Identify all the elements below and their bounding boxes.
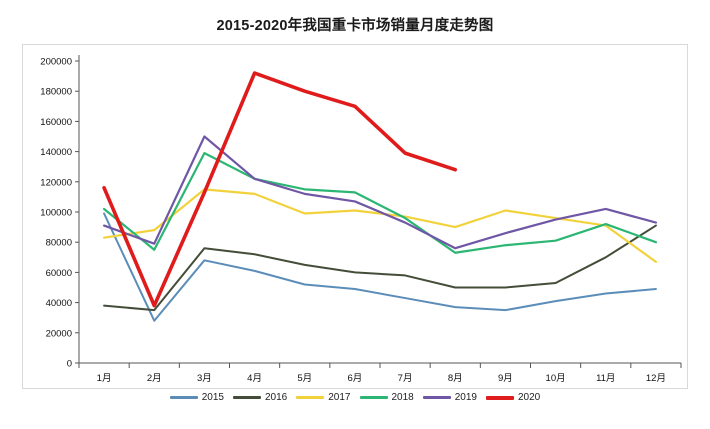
legend-swatch-icon (486, 395, 514, 400)
y-tick-label: 120000 (40, 177, 72, 188)
x-tick-label: 3月 (197, 373, 212, 384)
y-tick-label: 180000 (40, 87, 72, 98)
legend-item-2017[interactable]: 2017 (296, 392, 351, 403)
x-tick-label: 8月 (448, 373, 463, 384)
x-tick-label: 12月 (646, 373, 666, 384)
series-line-2017 (102, 188, 658, 263)
y-tick-label: 80000 (46, 238, 72, 249)
y-tick-label: 100000 (40, 208, 72, 219)
x-tick-label: 5月 (297, 373, 312, 384)
series-line-2015 (103, 212, 657, 322)
x-tick-label: 9月 (498, 373, 513, 384)
legend-swatch-icon (422, 396, 451, 399)
legend-swatch-icon (359, 396, 388, 399)
legend-item-label: 2018 (391, 392, 414, 403)
chart-plot-frame: 0 20000 40000 60000 80000 100000 120000 140000 1… (22, 44, 688, 389)
y-tick-label: 40000 (46, 298, 72, 309)
legend-swatch-icon (233, 396, 261, 399)
y-tick-label: 60000 (46, 268, 72, 279)
chart-legend: 2015 2016 2017 2018 2019 2020 (0, 392, 710, 403)
axis-lines (78, 55, 681, 364)
x-axis-ticks: 1月 2月 3月 4月 5月 6月 7月 8月 9月 10月 11月 12月 (78, 363, 682, 384)
series-line-2016 (103, 224, 657, 312)
series-line-2018 (102, 152, 658, 254)
x-tick-label: 11月 (596, 373, 615, 384)
line-chart: 0 20000 40000 60000 80000 100000 120000 140000 1… (40, 55, 682, 384)
y-axis-ticks: 0 20000 40000 60000 80000 100000 120000 140000 1… (40, 57, 79, 370)
legend-item-label: 2020 (518, 392, 541, 403)
x-tick-label: 6月 (348, 373, 363, 384)
series-line-2020 (102, 71, 458, 308)
legend-item-2020[interactable]: 2020 (486, 392, 540, 403)
x-tick-label: 4月 (247, 373, 262, 384)
legend-item-2019[interactable]: 2019 (422, 392, 477, 403)
x-tick-label: 1月 (97, 373, 112, 384)
legend-swatch-icon (296, 396, 325, 399)
legend-item-label: 2016 (265, 392, 288, 403)
legend-item-2018[interactable]: 2018 (359, 392, 414, 403)
x-tick-label: 7月 (398, 373, 413, 384)
x-tick-label: 10月 (546, 373, 566, 384)
legend-swatch-icon (169, 396, 198, 399)
y-tick-label: 200000 (40, 57, 72, 68)
legend-item-label: 2019 (454, 392, 477, 403)
legend-item-label: 2017 (328, 392, 351, 403)
series-lines (102, 71, 658, 322)
y-tick-label: 140000 (40, 147, 72, 158)
series-line-2019 (102, 135, 658, 250)
legend-item-2015[interactable]: 2015 (169, 392, 224, 403)
x-tick-label: 2月 (147, 373, 162, 384)
y-tick-label: 160000 (40, 117, 72, 128)
legend-item-2016[interactable]: 2016 (233, 392, 287, 403)
page-title: 2015-2020年我国重卡市场销量月度走势图 (216, 18, 494, 34)
y-tick-label: 20000 (46, 328, 72, 339)
legend-item-label: 2015 (201, 392, 224, 403)
y-tick-label: 0 (67, 359, 72, 370)
